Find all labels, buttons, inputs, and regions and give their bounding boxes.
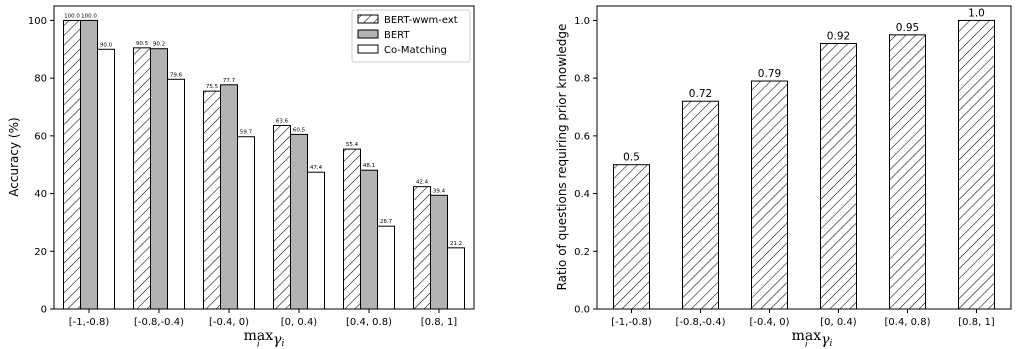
x-tick-label: [-0.4, 0) (749, 317, 789, 328)
y-tick-label: 0.0 (574, 305, 590, 316)
data-label: 39.4 (433, 188, 446, 194)
accuracy-y-axis: 0 20 40 60 80 100 (28, 16, 54, 316)
data-label: 59.7 (240, 130, 253, 136)
data-label: 0.5 (623, 152, 640, 164)
accuracy-plot-frame (53, 5, 475, 310)
data-label: 77.7 (223, 78, 236, 84)
data-label: 47.4 (310, 165, 323, 171)
x-tick-label: [-0.4, 0) (209, 317, 249, 328)
prior-knowledge-y-axis-label: Ratio of questions requiring prior knowl… (555, 24, 569, 291)
legend-swatch (357, 44, 379, 54)
bar (290, 133, 308, 310)
accuracy-x-axis: [-1,-0.8) [-0.8,-0.4) [-0.4, 0) [0, 0.4) [0.… (69, 309, 458, 328)
y-tick-label: 60 (34, 131, 47, 142)
bar (307, 171, 325, 310)
bar (430, 194, 448, 310)
data-label: 28.7 (380, 219, 393, 225)
prior-knowledge-x-axis: [-1,-0.8) [-0.8,-0.4) [-0.4, 0) [0, 0.4) [0.… (611, 309, 995, 328)
data-label: 63.6 (276, 118, 289, 124)
bar (413, 186, 431, 310)
x-tick-label: [0.8, 1] (421, 317, 458, 328)
prior-knowledge-data-labels: 0.5 0.72 0.79 0.92 0.95 1.0 (623, 7, 985, 163)
bar (820, 43, 857, 310)
bar (447, 247, 465, 310)
x-tick-label: [-1,-0.8) (611, 317, 652, 328)
x-tick-label: [0.4, 0.8) (885, 317, 931, 328)
bar (958, 19, 995, 310)
accuracy-data-labels: 100.0 100.0 90.0 90.5 90.2 79.6 75.5 77.7 59.7 63… (64, 13, 462, 246)
data-label: 100.0 (64, 13, 80, 19)
legend-label: BERT-wwm-ext (384, 15, 458, 26)
prior-knowledge-y-axis: 0.0 0.2 0.4 0.6 0.8 1.0 (574, 16, 597, 316)
bar (273, 124, 291, 310)
prior-knowledge-bars (613, 19, 995, 310)
legend-label: BERT (384, 30, 410, 41)
y-tick-label: 100 (28, 16, 47, 27)
data-label: 0.92 (827, 31, 850, 43)
bar (377, 225, 395, 310)
bar (133, 47, 151, 310)
prior-knowledge-x-axis-label: maxγi (792, 328, 833, 349)
y-tick-label: 0.4 (574, 189, 590, 200)
y-tick-label: 1.0 (574, 16, 590, 27)
accuracy-chart: 100.0 100.0 90.0 90.5 90.2 79.6 75.5 77.7 59.7 63… (7, 5, 475, 349)
bar (237, 136, 255, 310)
prior-knowledge-x-axis-label-subscript: i (805, 340, 808, 349)
data-label: 55.4 (346, 142, 359, 148)
y-tick-label: 0 (41, 305, 47, 316)
data-label: 90.5 (136, 41, 149, 47)
bar (63, 19, 81, 310)
data-label: 90.0 (100, 42, 113, 48)
y-tick-label: 0.8 (574, 74, 590, 85)
accuracy-x-axis-label: maxγi (244, 328, 285, 349)
data-label: 42.4 (416, 180, 429, 186)
accuracy-legend: BERT-wwm-ext BERT Co-Matching (351, 9, 471, 63)
y-tick-label: 40 (34, 189, 47, 200)
bar (682, 100, 719, 310)
y-tick-label: 0.2 (574, 247, 590, 258)
bar (889, 34, 926, 310)
bar (613, 164, 650, 310)
data-label: 0.79 (758, 68, 781, 80)
bar (97, 48, 115, 310)
legend-swatch (357, 29, 379, 39)
bar (80, 19, 98, 310)
data-label: 0.95 (896, 22, 919, 34)
legend-label: Co-Matching (384, 45, 447, 56)
bar (343, 148, 361, 310)
x-tick-label: [0, 0.4) (281, 317, 318, 328)
data-label: 21.2 (450, 241, 462, 247)
data-label: 48.1 (363, 163, 375, 169)
accuracy-x-axis-label-subscript: i (257, 340, 260, 349)
bar (203, 90, 221, 310)
bar (751, 80, 788, 310)
x-tick-label: [-0.8,-0.4) (675, 317, 725, 328)
bar (150, 48, 168, 310)
prior-knowledge-chart: 0.5 0.72 0.79 0.92 0.95 1.0 0.0 0.2 0.4 0.6 0.8 1.… (555, 5, 1012, 349)
accuracy-bars (63, 19, 465, 310)
data-label: 75.5 (206, 84, 219, 90)
x-tick-label: [0, 0.4) (820, 317, 857, 328)
data-label: 60.5 (293, 127, 306, 133)
y-tick-label: 0.6 (574, 131, 590, 142)
bar (360, 169, 378, 310)
accuracy-y-axis-label: Accuracy (%) (7, 117, 21, 196)
y-tick-label: 20 (34, 247, 47, 258)
legend-frame (351, 9, 471, 63)
prior-knowledge-plot-frame (596, 5, 1012, 310)
data-label: 100.0 (81, 13, 97, 19)
data-label: 79.6 (170, 72, 183, 78)
bar (167, 78, 185, 310)
x-tick-label: [-1,-0.8) (69, 317, 110, 328)
x-tick-label: [-0.8,-0.4) (134, 317, 184, 328)
x-tick-label: [0.4, 0.8) (346, 317, 392, 328)
data-label: 90.2 (153, 42, 165, 48)
x-tick-label: [0.8, 1] (958, 317, 995, 328)
data-label: 1.0 (968, 7, 985, 19)
legend-swatch (357, 14, 379, 24)
bar (220, 84, 238, 310)
y-tick-label: 80 (34, 74, 47, 85)
data-label: 0.72 (689, 88, 712, 100)
